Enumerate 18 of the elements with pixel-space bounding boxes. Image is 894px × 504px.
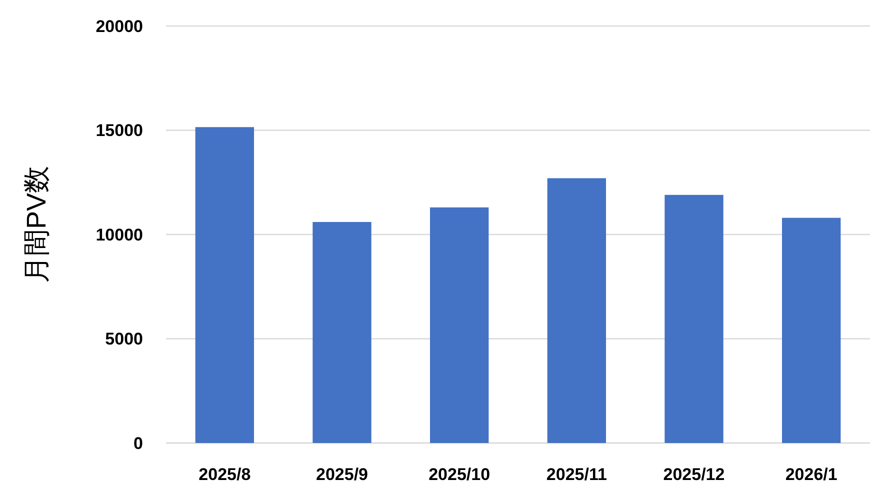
bar [430, 207, 489, 443]
x-tick-label: 2025/10 [428, 464, 490, 484]
bar [782, 218, 841, 443]
x-tick-label: 2025/11 [546, 464, 607, 484]
x-tick-label: 2025/12 [663, 464, 725, 484]
bar [312, 222, 372, 443]
x-tick-label: 2025/9 [316, 464, 368, 484]
y-tick-label: 20000 [96, 16, 143, 36]
y-tick-label: 5000 [105, 330, 143, 349]
bar [547, 178, 606, 443]
y-axis-title: 月間PV数 [21, 166, 52, 284]
y-tick-label: 15000 [96, 121, 143, 140]
y-tick-label: 10000 [96, 225, 143, 244]
x-tick-label: 2025/8 [198, 464, 251, 484]
y-tick-label: 0 [134, 434, 143, 453]
x-tick-label: 2026/1 [785, 464, 838, 484]
bar [195, 127, 254, 443]
bar [664, 194, 724, 443]
